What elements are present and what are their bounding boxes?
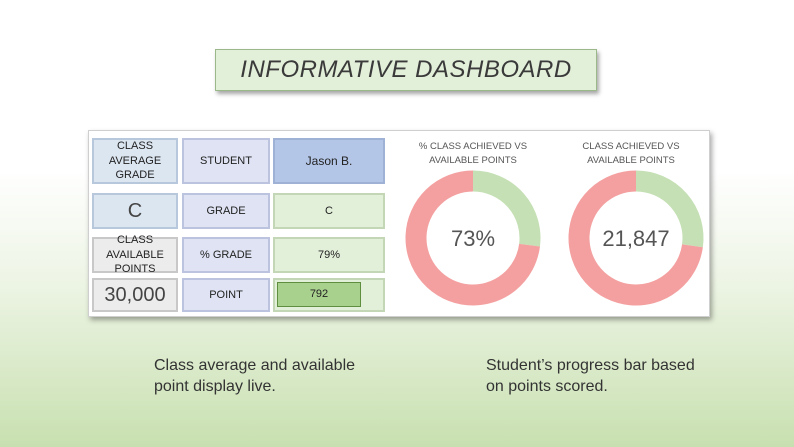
page-title: INFORMATIVE DASHBOARD [215,49,597,91]
chart-2-slice-remaining [568,170,703,306]
grade-value: C [273,193,385,229]
class-available-points-value: 30,000 [92,278,178,312]
grade-label: GRADE [182,193,270,229]
donut-charts: 73% 21,847 [405,170,704,306]
caption-left: Class average and available point displa… [154,357,356,395]
student-label: STUDENT [182,138,270,184]
chart-1-slice-remaining [405,170,540,306]
chart-1-center-label: 73% [451,226,495,251]
caption-right: Student’s progress bar based on points s… [486,357,695,395]
student-name: Jason B. [273,138,385,184]
chart-2-slice-achieved [635,170,704,248]
progress-bar: 792 [273,278,385,312]
class-average-grade-label: CLASS AVERAGE GRADE [92,138,178,184]
point-label: POINT [182,278,270,312]
chart-2-center-label: 21,847 [602,226,669,251]
progress-bar-fill: 792 [277,282,361,307]
chart-1-title: % CLASS ACHIEVED VS AVAILABLE POINTS [418,141,528,166]
chart-2-title: CLASS ACHIEVED VS AVAILABLE POINTS [582,141,680,166]
percent-grade-value: 79% [273,237,385,273]
chart-1-slice-achieved [472,170,541,247]
class-average-grade-value: C [92,193,178,229]
percent-grade-label: % GRADE [182,237,270,273]
dashboard-panel: CLASS AVERAGE GRADE C CLASS AVAILABLE PO… [88,130,710,317]
class-available-points-label: CLASS AVAILABLE POINTS [92,234,178,275]
